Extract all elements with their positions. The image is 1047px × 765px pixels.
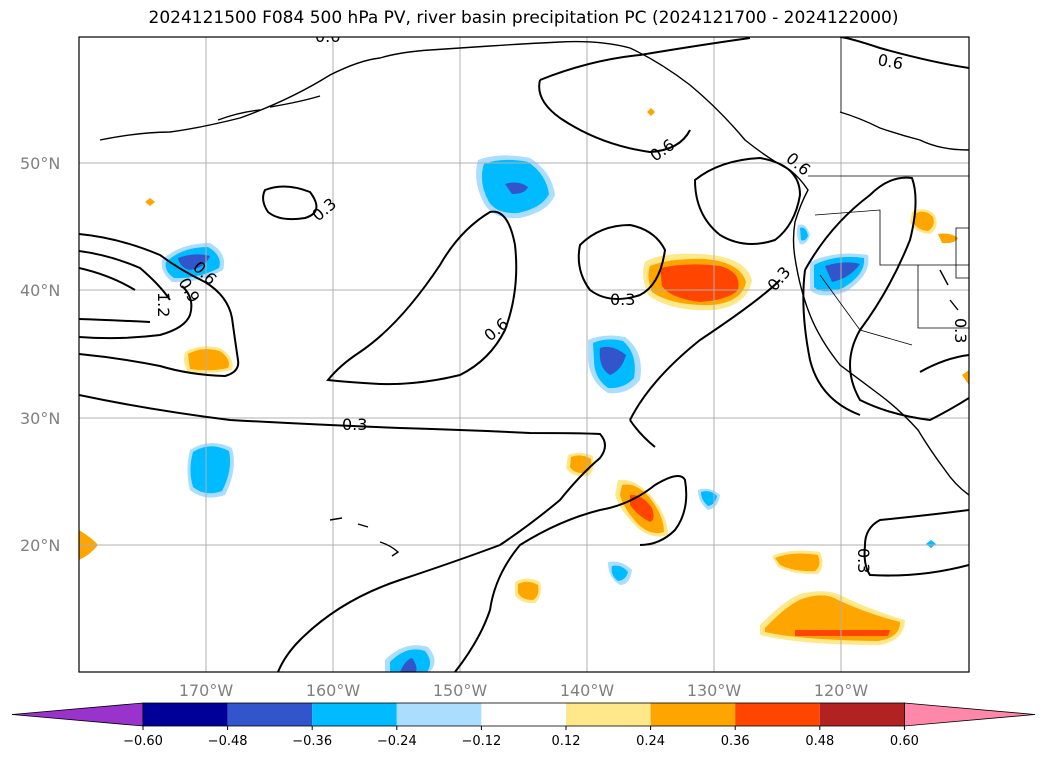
- map-frame: [78, 36, 970, 673]
- colorbar-tick-label: −0.12: [461, 734, 501, 749]
- coastlines: [99, 40, 969, 557]
- colorbar-tick-label: 0.12: [552, 734, 581, 749]
- map-title: 2024121500 F084 500 hPa PV, river basin …: [148, 8, 899, 28]
- precip-positive-shading: [79, 108, 969, 645]
- colorbar-segment: [396, 703, 482, 726]
- colorbar-tick-label: −0.36: [292, 734, 332, 749]
- contour-label: 0.6: [876, 50, 904, 73]
- lat-label: 20°N: [20, 536, 60, 555]
- contour-label: 0.3: [308, 194, 340, 225]
- colorbar-extend-low: [11, 702, 144, 727]
- contour-label: 0.3: [854, 548, 873, 573]
- colorbar-tick-label: 0.60: [890, 734, 919, 749]
- contour-label: 0.3: [610, 290, 635, 309]
- colorbar-outline: [142, 702, 905, 727]
- colorbar-segment: [227, 703, 313, 726]
- lon-label: 120°W: [814, 681, 869, 700]
- political-borders: [808, 37, 969, 346]
- colorbar-segment: [566, 703, 651, 726]
- contour-label: 0.6: [646, 135, 678, 165]
- lon-label: 130°W: [687, 681, 742, 700]
- latitude-labels: 50°N 40°N 30°N 20°N: [20, 154, 60, 555]
- lat-label: 50°N: [20, 154, 60, 173]
- contour-label: 0.6: [480, 314, 512, 345]
- map-gridlines: [79, 37, 969, 672]
- lat-label: 40°N: [20, 281, 60, 300]
- colorbar-tick-label: −0.24: [377, 734, 417, 749]
- colorbar-segment: [143, 703, 228, 726]
- pv-contours: [79, 37, 969, 672]
- contour-label: 1.2: [154, 292, 173, 317]
- map-area: 0.3 0.3 0.3 0.3 0.3 0.3 0.6 0.6 0.6 0.6 …: [79, 27, 970, 672]
- lat-label: 30°N: [20, 409, 60, 428]
- colorbar-segment: [735, 703, 820, 726]
- lon-label: 140°W: [560, 681, 615, 700]
- colorbar-tick-label: 0.36: [721, 734, 750, 749]
- colorbar-segment: [312, 703, 397, 726]
- colorbar-segment: [819, 703, 905, 726]
- colorbar-tick-label: −0.60: [123, 734, 163, 749]
- colorbar-segment: [481, 703, 566, 726]
- lon-label: 160°W: [306, 681, 361, 700]
- colorbar-tick-label: −0.48: [208, 734, 248, 749]
- lon-label: 150°W: [433, 681, 488, 700]
- longitude-labels: 170°W 160°W 150°W 140°W 130°W 120°W: [179, 681, 869, 700]
- lon-label: 170°W: [179, 681, 234, 700]
- colorbar-tick-label: 0.48: [805, 734, 834, 749]
- contour-label: 0.3: [342, 415, 367, 434]
- colorbar-extend-high: [904, 702, 1036, 727]
- contour-label: 0.3: [951, 318, 970, 343]
- colorbar: −0.60 −0.48 −0.36 −0.24 −0.12 0.12 0.24 0.36 0.4…: [11, 702, 1036, 749]
- colorbar-tick-label: 0.24: [636, 734, 665, 749]
- contour-labels: 0.3 0.3 0.3 0.3 0.3 0.3 0.6 0.6 0.6 0.6 …: [154, 27, 970, 573]
- contour-label: 0.6: [315, 27, 340, 46]
- colorbar-segment: [650, 703, 736, 726]
- contour-label: 0.6: [782, 149, 814, 180]
